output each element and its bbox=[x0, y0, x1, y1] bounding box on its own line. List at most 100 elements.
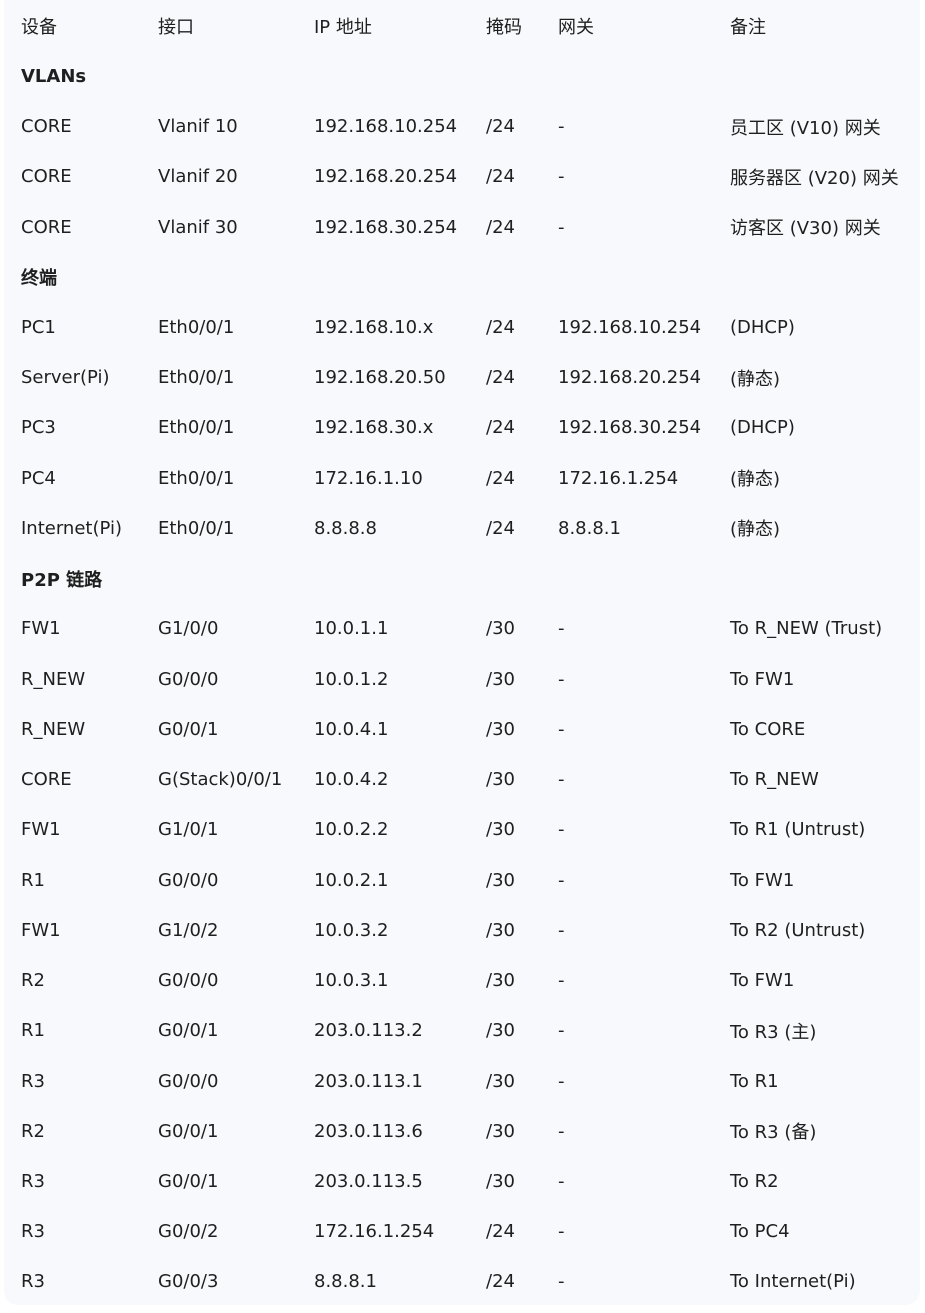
cell-ip: 172.16.1.254 bbox=[314, 1221, 435, 1243]
table-row: CORE Vlanif 10 192.168.10.254/24 - 员工区 (V10)… bbox=[4, 101, 920, 151]
table-row: R_NEW G0/0/1 10.0.4.1/30 - To CORE bbox=[4, 704, 920, 754]
cell-mask: /30 bbox=[486, 718, 515, 740]
cell-gateway: - bbox=[558, 1070, 565, 1092]
table-row: Internet(Pi) Eth0/0/1 8.8.8.8/24 8.8.8.1 (静态… bbox=[4, 503, 920, 553]
cell-interface: Vlanif 20 bbox=[158, 166, 238, 188]
cell-interface: Eth0/0/1 bbox=[158, 467, 235, 489]
cell-device: R2 bbox=[21, 1120, 45, 1142]
cell-mask: /24 bbox=[486, 417, 515, 439]
cell-device: R_NEW bbox=[21, 718, 86, 740]
cell-device: Server(Pi) bbox=[21, 367, 110, 389]
cell-gateway: - bbox=[558, 216, 565, 238]
cell-note: To R2 bbox=[730, 1171, 779, 1192]
cell-ip: 192.168.30.x bbox=[314, 417, 434, 439]
header-note: 备注 bbox=[730, 17, 766, 39]
cell-ip: 10.0.2.1 bbox=[314, 869, 389, 891]
cell-note: To R_NEW (Trust) bbox=[730, 618, 883, 640]
cell-gateway: - bbox=[558, 970, 565, 992]
cell-interface: G1/0/0 bbox=[158, 618, 219, 640]
cell-interface: Eth0/0/1 bbox=[158, 517, 235, 539]
cell-interface: G0/0/0 bbox=[158, 668, 219, 690]
cell-note: (静态) bbox=[730, 368, 781, 390]
cell-mask: /30 bbox=[486, 819, 515, 841]
cell-device: R1 bbox=[21, 869, 45, 891]
cell-ip: 172.16.1.10 bbox=[314, 467, 423, 489]
cell-interface: G0/0/1 bbox=[158, 1120, 219, 1142]
section-title: P2P 链路 bbox=[21, 569, 103, 591]
cell-mask: /30 bbox=[486, 970, 515, 992]
cell-interface: G0/0/0 bbox=[158, 970, 219, 992]
table-row: PC1 Eth0/0/1 192.168.10.x/24 192.168.10.254… bbox=[4, 302, 920, 352]
table-row: Server(Pi) Eth0/0/1 192.168.20.50/24 192.16… bbox=[4, 353, 920, 403]
cell-note: To R2 (Untrust) bbox=[730, 919, 866, 941]
cell-ip: 203.0.113.1 bbox=[314, 1070, 423, 1092]
header-ip: IP 地址 bbox=[314, 17, 372, 39]
cell-ip: 10.0.1.1 bbox=[314, 618, 389, 640]
cell-mask: /30 bbox=[486, 1171, 515, 1192]
table-row: CORE Vlanif 20 192.168.20.254/24 - 服务器区 (V20… bbox=[4, 152, 920, 202]
cell-interface: G0/0/1 bbox=[158, 1171, 219, 1192]
cell-note: To R1 (Untrust) bbox=[730, 819, 866, 841]
header-interface: 接口 bbox=[158, 17, 194, 39]
cell-gateway: 172.16.1.254 bbox=[558, 467, 679, 489]
section-row: P2P 链路 bbox=[4, 554, 920, 604]
cell-gateway: - bbox=[558, 819, 565, 841]
cell-note: (DHCP) bbox=[730, 417, 795, 439]
cell-note: (静态) bbox=[730, 519, 781, 541]
cell-note: (静态) bbox=[730, 469, 781, 491]
cell-gateway: 192.168.20.254 bbox=[558, 367, 702, 389]
cell-device: R3 bbox=[21, 1171, 45, 1192]
cell-gateway: - bbox=[558, 769, 565, 791]
cell-mask: /30 bbox=[486, 869, 515, 891]
cell-gateway: - bbox=[558, 166, 565, 188]
header-device: 设备 bbox=[21, 17, 57, 39]
cell-ip: 192.168.20.50 bbox=[314, 367, 446, 389]
cell-note: To FW1 bbox=[730, 869, 795, 891]
cell-device: PC1 bbox=[21, 317, 56, 339]
cell-note: To CORE bbox=[730, 718, 806, 740]
cell-gateway: - bbox=[558, 116, 565, 138]
cell-ip: 10.0.4.1 bbox=[314, 718, 389, 740]
section-row: VLANs bbox=[4, 51, 920, 101]
cell-note: 访客区 (V30) 网关 bbox=[730, 218, 881, 240]
cell-interface: G0/0/0 bbox=[158, 1070, 219, 1092]
cell-device: FW1 bbox=[21, 618, 61, 640]
cell-mask: /24 bbox=[486, 1271, 515, 1293]
cell-gateway: - bbox=[558, 869, 565, 891]
cell-mask: /24 bbox=[486, 166, 515, 188]
cell-ip: 10.0.2.2 bbox=[314, 819, 389, 841]
table-row: R3 G0/0/0 203.0.113.1/30 - To R1 bbox=[4, 1056, 920, 1106]
table-row: R2 G0/0/1 203.0.113.6/30 - To R3 (备) bbox=[4, 1106, 920, 1156]
cell-gateway: - bbox=[558, 1171, 565, 1192]
cell-note: To R_NEW bbox=[730, 769, 819, 791]
cell-mask: /30 bbox=[486, 919, 515, 941]
section-title: 终端 bbox=[21, 268, 57, 290]
table-row: R_NEW G0/0/0 10.0.1.2/30 - To FW1 bbox=[4, 654, 920, 704]
cell-device: R3 bbox=[21, 1271, 45, 1293]
cell-ip: 192.168.20.254 bbox=[314, 166, 458, 188]
cell-ip: 10.0.1.2 bbox=[314, 668, 389, 690]
cell-ip: 192.168.10.254 bbox=[314, 116, 458, 138]
cell-device: R_NEW bbox=[21, 668, 86, 690]
cell-device: Internet(Pi) bbox=[21, 517, 122, 539]
cell-gateway: - bbox=[558, 919, 565, 941]
cell-note: (DHCP) bbox=[730, 317, 795, 339]
cell-mask: /24 bbox=[486, 216, 515, 238]
cell-ip: 192.168.10.x bbox=[314, 317, 434, 339]
cell-ip: 8.8.8.8 bbox=[314, 517, 377, 539]
cell-note: To FW1 bbox=[730, 668, 795, 690]
cell-ip: 10.0.4.2 bbox=[314, 769, 389, 791]
cell-interface: Eth0/0/1 bbox=[158, 317, 235, 339]
table-row: R3 G0/0/3 8.8.8.1/24 - To Internet(Pi) bbox=[4, 1257, 920, 1307]
cell-mask: /30 bbox=[486, 1070, 515, 1092]
cell-gateway: 192.168.10.254 bbox=[558, 317, 702, 339]
cell-interface: Eth0/0/1 bbox=[158, 417, 235, 439]
cell-mask: /30 bbox=[486, 618, 515, 640]
cell-interface: Vlanif 10 bbox=[158, 116, 238, 138]
cell-mask: /24 bbox=[486, 1221, 515, 1243]
cell-ip: 203.0.113.2 bbox=[314, 1020, 423, 1042]
cell-device: PC3 bbox=[21, 417, 56, 439]
cell-ip: 10.0.3.1 bbox=[314, 970, 389, 992]
cell-device: R1 bbox=[21, 1020, 45, 1042]
cell-device: R3 bbox=[21, 1070, 45, 1092]
